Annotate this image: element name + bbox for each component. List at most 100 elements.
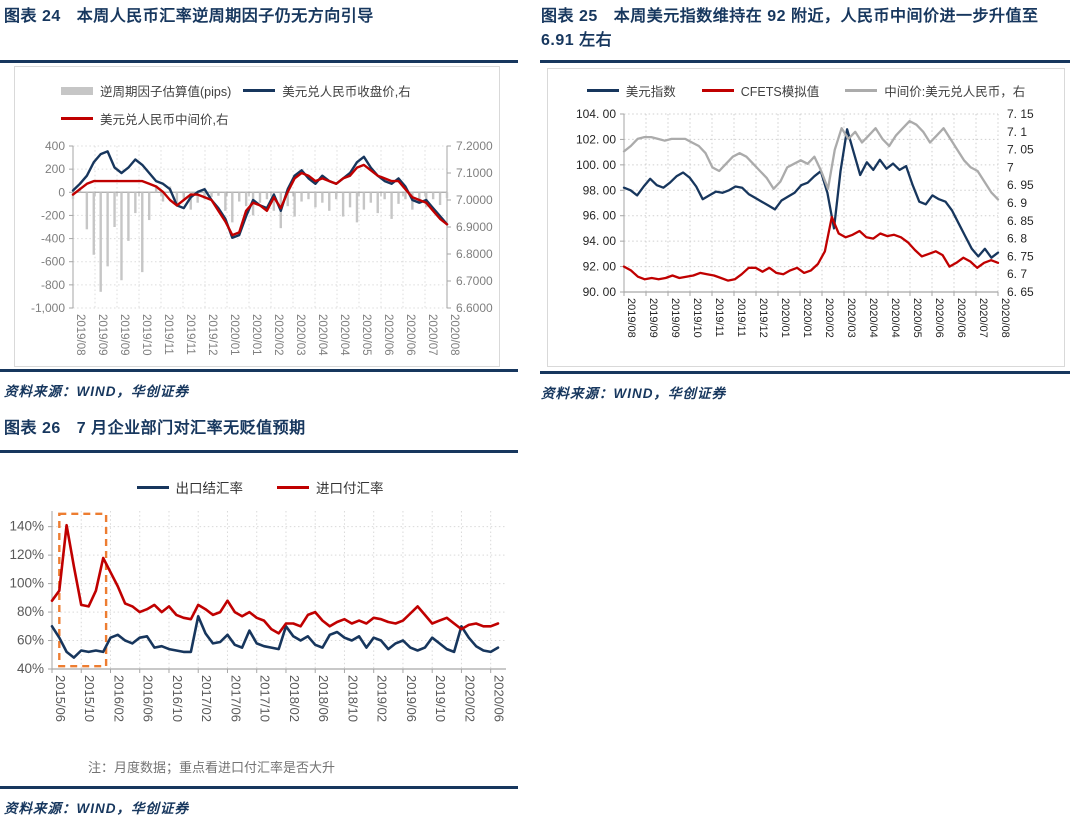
svg-text:2020/07: 2020/07: [977, 298, 989, 338]
figure-25: 图表 25 本周美元指数维持在 92 附近，人民币中间价进一步升值至 6.91 左…: [537, 0, 1074, 402]
svg-text:2020/01: 2020/01: [801, 298, 813, 338]
legend-line-swatch: [243, 89, 276, 92]
legend-line-swatch: [845, 89, 878, 92]
svg-text:200: 200: [45, 162, 65, 176]
legend-item: CFETS模拟值: [701, 81, 819, 100]
svg-text:2015/10: 2015/10: [82, 675, 97, 722]
legend-item: 美元兑人民币中间价,右: [61, 109, 228, 128]
svg-text:2017/10: 2017/10: [258, 675, 273, 722]
figure-24-label: 图表 24: [4, 8, 61, 25]
svg-text:2020/06: 2020/06: [404, 314, 416, 356]
figure-24: 图表 24 本周人民币汇率逆周期因子仍无方向引导 逆周期因子估算值(pips) 美元…: [0, 0, 537, 400]
svg-text:90. 00: 90. 00: [583, 285, 617, 299]
svg-text:2020/02: 2020/02: [272, 314, 284, 356]
svg-text:2019/09: 2019/09: [647, 298, 659, 338]
svg-text:2019/11: 2019/11: [184, 314, 196, 355]
svg-text:92. 00: 92. 00: [583, 260, 617, 274]
svg-text:140%: 140%: [9, 519, 44, 534]
legend-item: 出口结汇率: [136, 477, 244, 497]
legend-label: 进口付汇率: [316, 481, 384, 496]
svg-text:2019/11: 2019/11: [713, 298, 725, 337]
svg-text:2020/06: 2020/06: [382, 314, 394, 356]
svg-text:2020/04: 2020/04: [316, 314, 328, 356]
legend-line-swatch: [136, 485, 169, 489]
chart-25-legend: 美元指数 CFETS模拟值 中间价:美元兑人民币，右: [548, 81, 1064, 100]
svg-text:0: 0: [58, 185, 65, 199]
svg-text:2020/02: 2020/02: [823, 298, 835, 338]
svg-text:60%: 60%: [17, 633, 44, 648]
svg-text:2020/02: 2020/02: [462, 675, 477, 722]
svg-text:6. 85: 6. 85: [1007, 214, 1034, 228]
legend-bar-swatch: [61, 86, 93, 95]
svg-text:120%: 120%: [9, 547, 44, 562]
svg-text:400: 400: [45, 139, 65, 153]
svg-text:2020/07: 2020/07: [426, 314, 438, 356]
svg-text:6.8000: 6.8000: [456, 247, 493, 261]
svg-text:80%: 80%: [17, 604, 44, 619]
svg-text:2019/10: 2019/10: [140, 314, 152, 356]
svg-text:2020/06: 2020/06: [492, 675, 507, 722]
chart-25-box: 美元指数 CFETS模拟值 中间价:美元兑人民币，右 104. 00 102. 00 1…: [547, 68, 1065, 367]
legend-label: 逆周期因子估算值(pips): [100, 85, 232, 99]
svg-text:2020/08: 2020/08: [448, 314, 460, 356]
svg-text:2019/09: 2019/09: [669, 298, 681, 338]
svg-text:6.7000: 6.7000: [456, 274, 493, 288]
svg-text:2020/05: 2020/05: [911, 298, 923, 338]
svg-text:-800: -800: [41, 278, 65, 292]
legend-label: 出口结汇率: [175, 481, 244, 496]
divider-rule: [0, 60, 518, 63]
svg-text:2020/01: 2020/01: [779, 298, 791, 338]
svg-text:94. 00: 94. 00: [583, 234, 617, 248]
figure-25-source: 资料来源：WIND，华创证券: [541, 386, 726, 401]
svg-text:6. 65: 6. 65: [1007, 285, 1034, 299]
svg-text:40%: 40%: [17, 661, 44, 676]
svg-text:-1,000: -1,000: [31, 301, 65, 315]
svg-text:2020/06: 2020/06: [933, 298, 945, 338]
figure-26-note: 注：月度数据；重点看进口付汇率是否大升: [88, 760, 336, 775]
chart-26-legend: 出口结汇率 进口付汇率: [0, 477, 520, 497]
svg-text:7. 05: 7. 05: [1007, 143, 1034, 157]
legend-line-swatch: [586, 89, 619, 92]
svg-text:6. 7: 6. 7: [1007, 267, 1027, 281]
svg-text:96. 00: 96. 00: [583, 209, 617, 223]
legend-item: 美元兑人民币收盘价,右: [243, 81, 411, 100]
svg-text:104. 00: 104. 00: [576, 107, 616, 121]
legend-label: 美元指数: [625, 85, 676, 99]
legend-item: 进口付汇率: [277, 477, 384, 497]
figure-25-title: 图表 25 本周美元指数维持在 92 附近，人民币中间价进一步升值至 6.91 左…: [537, 0, 1074, 53]
svg-text:2017/02: 2017/02: [199, 675, 214, 722]
svg-text:2016/06: 2016/06: [141, 675, 156, 722]
svg-text:2018/06: 2018/06: [316, 675, 331, 722]
figure-24-title: 图表 24 本周人民币汇率逆周期因子仍无方向引导: [0, 0, 537, 29]
svg-text:2020/06: 2020/06: [955, 298, 967, 338]
svg-text:2019/09: 2019/09: [96, 314, 108, 356]
divider-rule: [0, 369, 518, 372]
legend-item: 逆周期因子估算值(pips): [61, 81, 231, 100]
chart-26-canvas: 140% 120% 100% 80% 60% 40% 2015/06 2015/10 2016/…: [9, 511, 507, 722]
svg-text:7.0000: 7.0000: [456, 193, 493, 207]
svg-text:2016/10: 2016/10: [170, 675, 185, 722]
svg-text:2019/08: 2019/08: [74, 314, 86, 356]
svg-text:100%: 100%: [9, 576, 44, 591]
svg-text:2019/02: 2019/02: [375, 675, 390, 722]
divider-rule: [540, 371, 1070, 374]
legend-label: 美元兑人民币收盘价,右: [282, 85, 411, 99]
svg-text:7.2000: 7.2000: [456, 139, 493, 153]
divider-rule: [540, 60, 1070, 63]
svg-text:2020/08: 2020/08: [999, 298, 1011, 338]
legend-line-swatch: [277, 485, 309, 489]
left-column: 图表 24 本周人民币汇率逆周期因子仍无方向引导 逆周期因子估算值(pips) 美元…: [0, 0, 537, 816]
chart-26-area: 出口结汇率 进口付汇率 140% 120% 100% 80% 60% 40% 2015/06 2…: [0, 477, 520, 776]
svg-text:2019/11: 2019/11: [162, 314, 174, 355]
svg-text:7.1000: 7.1000: [456, 166, 493, 180]
chart-25-canvas: 104. 00 102. 00 100. 00 98. 00 96. 00 94. 00 9…: [576, 107, 1034, 338]
svg-text:2020/03: 2020/03: [845, 298, 857, 338]
svg-text:2020/04: 2020/04: [889, 298, 901, 338]
svg-text:-200: -200: [41, 208, 65, 222]
figure-26-title: 图表 26 7 月企业部门对汇率无贬值预期: [0, 412, 537, 441]
right-column: 图表 25 本周美元指数维持在 92 附近，人民币中间价进一步升值至 6.91 左…: [537, 0, 1074, 402]
svg-text:102. 00: 102. 00: [576, 132, 616, 146]
svg-text:2019/11: 2019/11: [735, 298, 747, 337]
svg-text:7. 1: 7. 1: [1007, 125, 1027, 139]
